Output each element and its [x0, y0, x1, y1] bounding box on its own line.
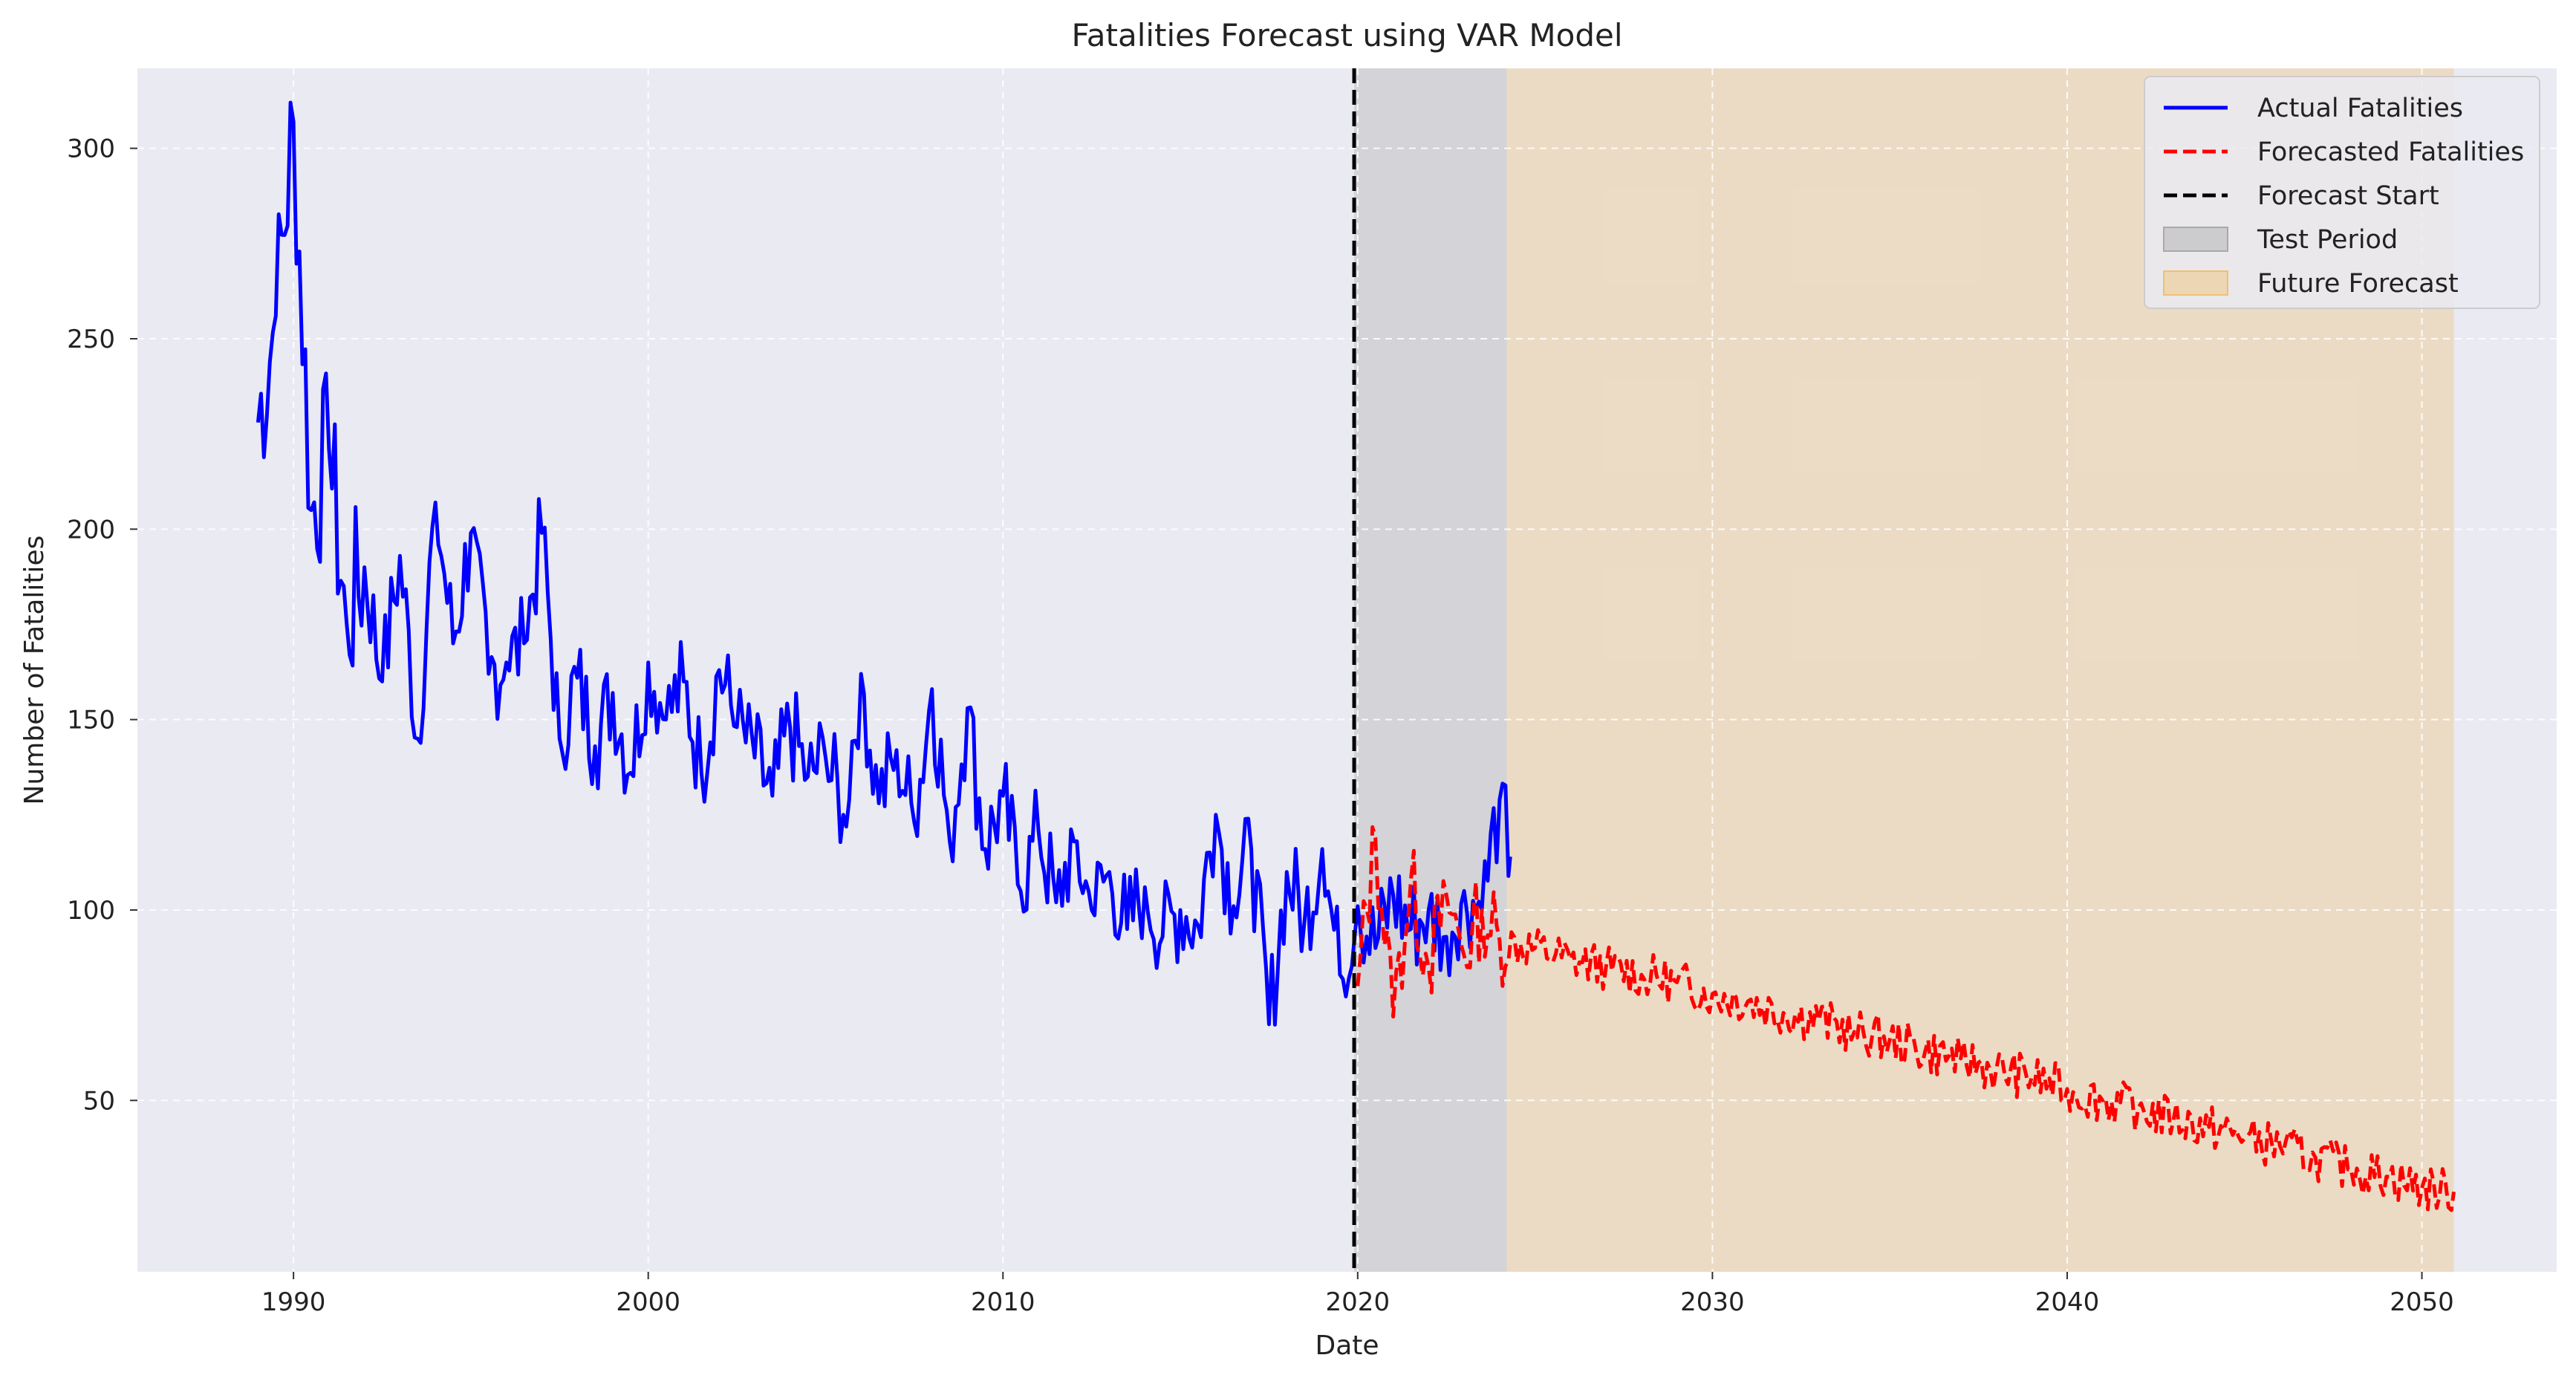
legend-label: Test Period — [2257, 225, 2398, 255]
legend-swatch — [2163, 270, 2228, 296]
series-line-forecasted-fatalities — [1356, 825, 2456, 1212]
legend-box — [2144, 76, 2540, 309]
legend-label: Forecasted Fatalities — [2257, 137, 2524, 167]
y-tick-label: 100 — [67, 896, 115, 926]
series-layer — [256, 100, 2456, 1212]
x-tick-label: 2050 — [2390, 1287, 2454, 1317]
x-tick-label: 2040 — [2035, 1287, 2100, 1317]
y-tick-label: 300 — [67, 134, 115, 164]
legend-swatch — [2163, 227, 2228, 252]
x-tick-label: 2030 — [1680, 1287, 1745, 1317]
legend: Actual Fatalities Forecasted Fatalities Fo… — [2144, 76, 2540, 309]
y-axis-label: Number of Fatalities — [19, 536, 50, 805]
chart-title: Fatalities Forecast using VAR Model — [1071, 17, 1622, 53]
x-axis-label: Date — [1315, 1330, 1379, 1361]
x-tick-label: 2020 — [1326, 1287, 1391, 1317]
axis-ticks: 1990 2000 2010 2020 2030 2040 2050 50 100 150 200 2… — [67, 134, 2454, 1317]
y-tick-label: 250 — [67, 325, 115, 354]
legend-label: Actual Fatalities — [2257, 94, 2463, 123]
x-tick-label: 2000 — [616, 1287, 680, 1317]
x-tick-label: 1990 — [261, 1287, 326, 1317]
region-test-period — [1354, 68, 1507, 1272]
x-tick-label: 2010 — [971, 1287, 1035, 1317]
series-line-actual-fatalities — [256, 100, 1512, 1027]
y-tick-label: 200 — [67, 515, 115, 545]
legend-label: Forecast Start — [2257, 181, 2439, 211]
y-tick-label: 150 — [67, 706, 115, 735]
y-tick-label: 50 — [83, 1086, 115, 1116]
grid-lines — [137, 68, 2557, 1272]
legend-label: Future Forecast — [2257, 269, 2459, 299]
